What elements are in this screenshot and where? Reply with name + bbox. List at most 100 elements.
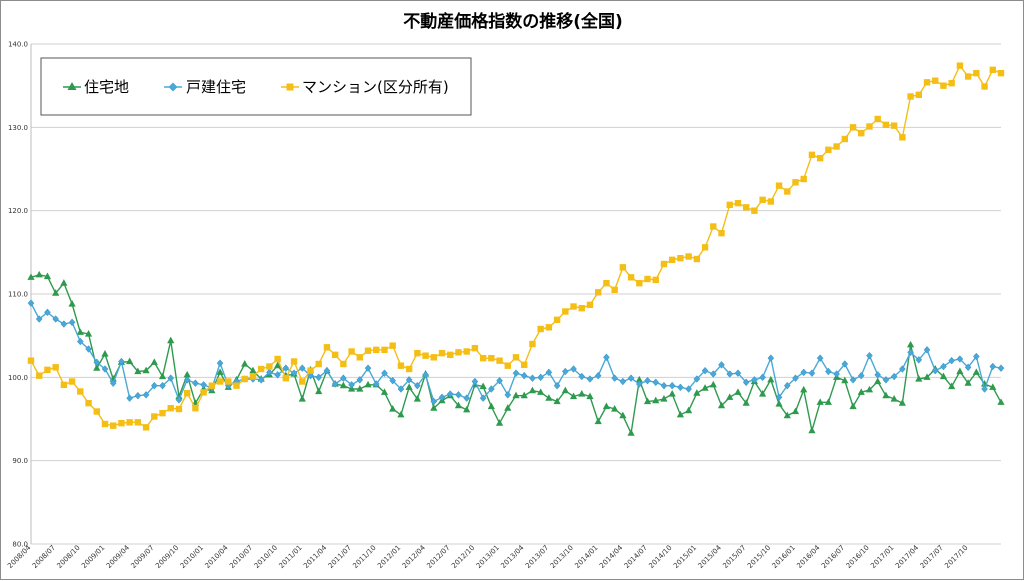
data-point: [381, 346, 388, 354]
x-tick-label: 2014/10: [647, 544, 673, 570]
data-point: [27, 273, 35, 280]
data-point: [701, 384, 709, 391]
data-point: [569, 392, 578, 400]
data-point: [76, 328, 84, 335]
data-point: [158, 372, 167, 380]
x-tick-label: 2008/10: [56, 544, 82, 570]
data-point: [652, 396, 660, 404]
data-point: [241, 360, 249, 367]
x-tick-label: 2014/07: [623, 544, 649, 570]
data-point: [783, 381, 791, 390]
data-point: [553, 316, 561, 324]
data-point: [504, 362, 511, 369]
data-point: [356, 376, 364, 384]
data-point: [677, 383, 684, 392]
data-point: [915, 356, 923, 364]
data-point: [759, 390, 767, 397]
data-point: [307, 367, 314, 374]
data-point: [167, 404, 174, 412]
data-point: [142, 424, 150, 431]
x-axis-ticks: 2008/042008/072008/102009/012009/042009/…: [6, 543, 969, 570]
data-point: [997, 364, 1005, 372]
data-point: [93, 408, 100, 415]
data-point: [644, 275, 651, 283]
data-point: [447, 351, 454, 359]
data-point: [734, 388, 742, 395]
data-point: [956, 367, 964, 375]
data-point: [512, 369, 520, 377]
x-tick-label: 2009/10: [154, 544, 180, 570]
data-point: [981, 385, 988, 393]
data-point: [825, 146, 832, 154]
data-point: [364, 380, 372, 388]
data-point: [685, 385, 692, 393]
data-point: [602, 402, 611, 410]
data-point: [775, 400, 783, 407]
data-point: [373, 346, 380, 354]
data-point: [709, 380, 717, 388]
data-point: [775, 182, 783, 189]
data-point: [989, 362, 997, 371]
data-point: [759, 196, 766, 204]
x-tick-label: 2014/04: [598, 543, 625, 570]
data-point: [266, 363, 273, 370]
y-tick-label: 90.0: [12, 457, 28, 465]
data-point: [340, 360, 347, 368]
x-tick-label: 2011/04: [302, 543, 329, 570]
data-point: [479, 354, 487, 362]
data-point: [833, 370, 840, 378]
data-point: [906, 340, 915, 348]
data-point: [865, 385, 874, 393]
data-point: [627, 374, 635, 382]
data-point: [323, 366, 331, 375]
data-point: [537, 388, 545, 395]
diamond-marker-icon: [168, 82, 178, 92]
data-point: [841, 360, 849, 368]
x-tick-label: 2013/07: [524, 544, 550, 570]
data-point: [939, 372, 948, 380]
data-point: [315, 373, 323, 382]
data-point: [101, 365, 109, 373]
data-point: [430, 354, 437, 361]
y-tick-label: 80.0: [12, 541, 28, 549]
data-point: [471, 344, 479, 352]
x-tick-label: 2017/04: [894, 543, 921, 570]
series-group: [27, 62, 1005, 436]
data-point: [142, 366, 150, 374]
data-point: [454, 401, 463, 409]
data-point: [52, 289, 60, 296]
data-point: [668, 256, 676, 264]
data-point: [216, 359, 224, 367]
data-point: [101, 420, 109, 428]
data-point: [298, 395, 306, 402]
data-point: [570, 365, 577, 373]
data-point: [660, 260, 668, 268]
data-point: [898, 399, 906, 406]
data-point: [759, 373, 766, 382]
data-point: [997, 398, 1005, 405]
data-point: [446, 390, 454, 398]
data-point: [35, 315, 43, 323]
data-point: [101, 350, 109, 357]
data-point: [27, 357, 35, 364]
data-point: [68, 318, 76, 327]
data-point: [989, 383, 997, 390]
data-point: [142, 391, 150, 399]
data-point: [644, 376, 651, 385]
data-point: [792, 179, 799, 186]
data-point: [479, 394, 487, 402]
data-point: [487, 402, 495, 410]
data-point: [537, 373, 544, 382]
data-point: [668, 390, 676, 397]
data-point: [455, 391, 462, 399]
data-point: [808, 426, 816, 434]
data-point: [775, 393, 783, 402]
data-point: [726, 201, 733, 209]
y-tick-label: 140.0: [8, 41, 28, 49]
data-point: [866, 123, 873, 130]
legend-item-condominium: マンション(区分所有): [281, 78, 449, 96]
data-point: [397, 362, 405, 369]
data-point: [381, 369, 388, 377]
data-point: [225, 378, 232, 385]
data-point: [488, 385, 495, 393]
